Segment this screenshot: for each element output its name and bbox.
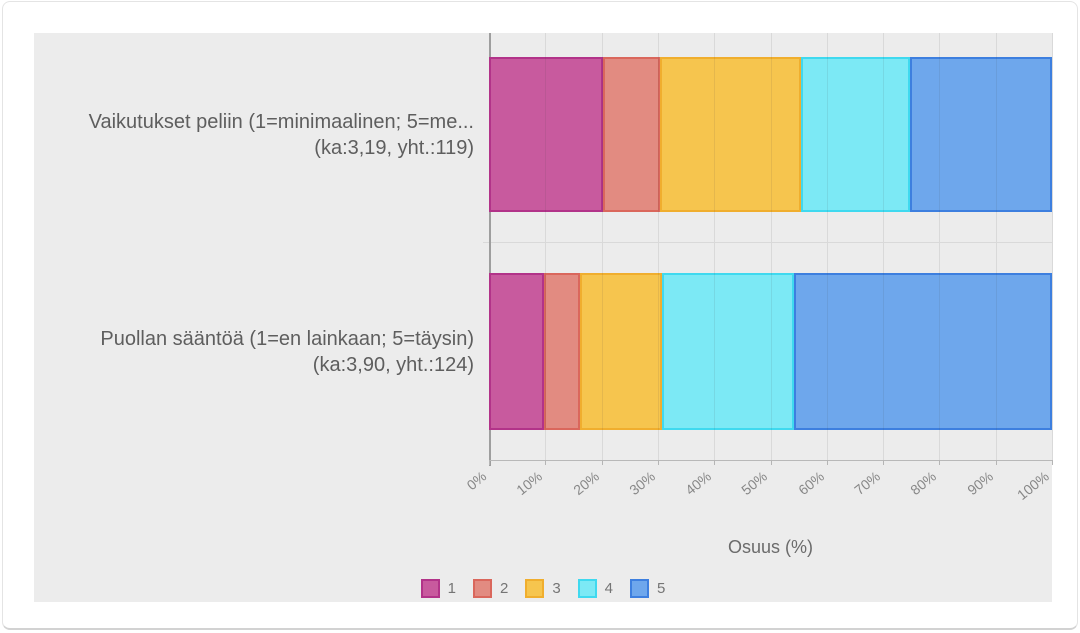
x-tick-label: 40% bbox=[682, 468, 715, 499]
bar-segment-3 bbox=[659, 57, 802, 212]
x-tick-label: 100% bbox=[1014, 468, 1053, 503]
gridline-overlay bbox=[995, 273, 997, 430]
tick-mark bbox=[770, 460, 772, 465]
legend: 1 2 3 4 5 bbox=[34, 579, 1052, 598]
legend-label: 3 bbox=[552, 580, 561, 597]
gridline bbox=[770, 33, 772, 460]
chart-panel: Vaikutukset peliin (1=minimaalinen; 5=me… bbox=[34, 33, 1053, 602]
gridline bbox=[883, 33, 885, 460]
x-tick-label: 50% bbox=[738, 468, 771, 499]
gridline-overlay bbox=[545, 57, 547, 212]
gridline bbox=[545, 33, 547, 460]
bar-segment-2 bbox=[543, 273, 581, 430]
y-axis-line bbox=[489, 33, 491, 466]
gridline-overlay bbox=[770, 273, 772, 430]
legend-swatch bbox=[472, 579, 492, 598]
tick-mark bbox=[601, 460, 603, 465]
bar-row bbox=[489, 57, 1052, 212]
gridline-overlay bbox=[939, 273, 941, 430]
tick-mark bbox=[545, 460, 547, 465]
gridline-overlay bbox=[601, 273, 603, 430]
legend-swatch bbox=[525, 579, 545, 598]
tick-mark bbox=[1052, 460, 1053, 465]
legend-label: 5 bbox=[657, 580, 666, 597]
x-tick-label: 80% bbox=[907, 468, 940, 499]
gridline bbox=[714, 33, 716, 460]
gridline-overlay bbox=[601, 57, 603, 212]
legend-swatch bbox=[577, 579, 597, 598]
legend-label: 2 bbox=[499, 580, 509, 597]
bar-segment-5 bbox=[910, 57, 1052, 212]
x-tick-label: 70% bbox=[851, 468, 884, 499]
bar-row bbox=[489, 273, 1052, 430]
legend-item-4[interactable]: 4 bbox=[577, 579, 614, 598]
gridline-overlay bbox=[714, 57, 716, 212]
category-label: Vaikutukset peliin (1=minimaalinen; 5=me… bbox=[44, 57, 474, 212]
gridline bbox=[657, 33, 659, 460]
legend-swatch bbox=[630, 579, 650, 598]
x-tick-label: 0% bbox=[463, 468, 490, 494]
x-tick-label: 30% bbox=[626, 468, 658, 499]
category-label-line1: Puollan sääntöä (1=en lainkaan; 5=täysin… bbox=[100, 327, 474, 350]
gridline-overlay bbox=[657, 273, 659, 430]
gridline bbox=[995, 33, 997, 460]
gridline-overlay bbox=[883, 273, 885, 430]
legend-item-1[interactable]: 1 bbox=[420, 579, 456, 598]
legend-item-2[interactable]: 2 bbox=[472, 579, 509, 598]
legend-swatch bbox=[420, 579, 440, 598]
tick-mark bbox=[714, 460, 716, 465]
legend-item-5[interactable]: 5 bbox=[630, 579, 665, 598]
bar-segment-2 bbox=[602, 57, 660, 212]
gridline bbox=[1052, 33, 1053, 460]
gridline-overlay bbox=[826, 273, 828, 430]
legend-item-3[interactable]: 3 bbox=[525, 579, 561, 598]
bar-segment-1 bbox=[489, 57, 603, 212]
x-tick-label: 20% bbox=[569, 468, 602, 499]
x-tick-label: 60% bbox=[795, 468, 827, 499]
gridline bbox=[601, 33, 603, 460]
gridline-overlay bbox=[883, 57, 885, 212]
legend-label: 1 bbox=[447, 580, 456, 597]
gridline bbox=[939, 33, 941, 460]
tick-mark bbox=[883, 460, 885, 465]
tick-mark bbox=[995, 460, 997, 465]
bar-segment-1 bbox=[489, 273, 544, 430]
gridline-overlay bbox=[939, 57, 941, 212]
x-tick-label: 10% bbox=[513, 468, 546, 499]
category-label-line1: Vaikutukset peliin (1=minimaalinen; 5=me… bbox=[88, 110, 474, 133]
bar-segment-5 bbox=[793, 273, 1052, 430]
tick-mark bbox=[826, 460, 828, 465]
plot-area bbox=[489, 33, 1053, 460]
gridline-overlay bbox=[545, 273, 547, 430]
category-separator-gridline bbox=[483, 242, 1052, 243]
tick-mark bbox=[657, 460, 659, 465]
category-label: Puollan sääntöä (1=en lainkaan; 5=täysin… bbox=[44, 273, 474, 430]
gridline-overlay bbox=[714, 273, 716, 430]
x-axis-title: Osuus (%) bbox=[727, 537, 814, 557]
legend-label: 4 bbox=[604, 580, 614, 597]
x-tick-label: 90% bbox=[963, 468, 996, 499]
gridline-overlay bbox=[995, 57, 997, 212]
bar-segment-4 bbox=[801, 57, 911, 212]
bar-segment-3 bbox=[580, 273, 662, 430]
gridline bbox=[826, 33, 828, 460]
tick-mark bbox=[939, 460, 941, 465]
gridline-overlay bbox=[657, 57, 659, 212]
category-label-line2: (ka:3,90, yht.:124) bbox=[312, 353, 474, 376]
gridline-overlay bbox=[770, 57, 772, 212]
gridline-overlay bbox=[826, 57, 828, 212]
bar-segment-4 bbox=[661, 273, 794, 430]
tick-mark bbox=[489, 460, 490, 465]
category-label-line2: (ka:3,19, yht.:119) bbox=[314, 136, 474, 159]
